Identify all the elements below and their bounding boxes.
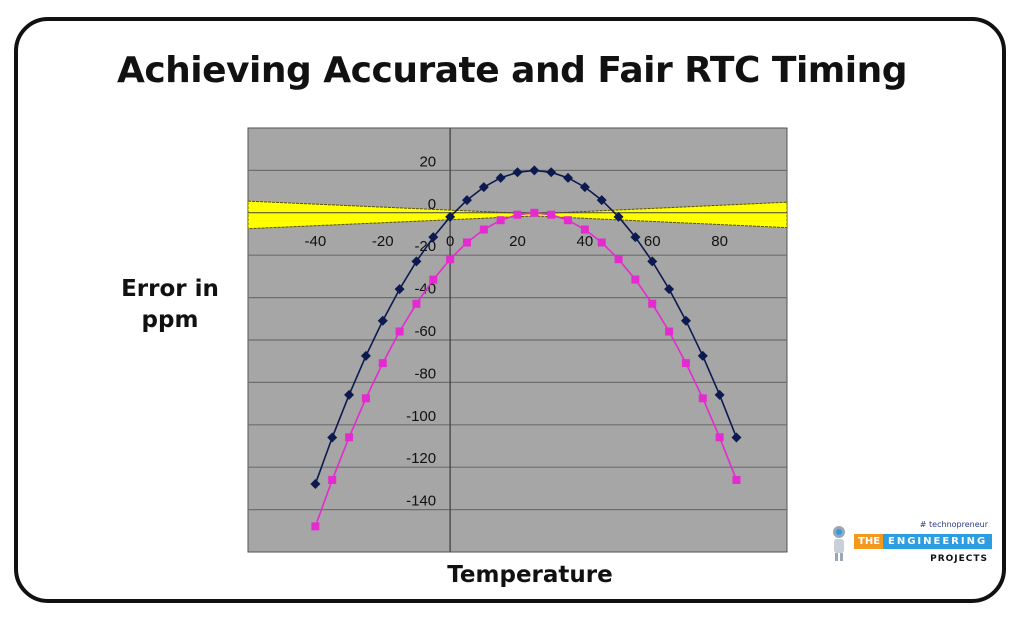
data-point-upper xyxy=(428,232,439,243)
logo-tag: # technopreneur xyxy=(919,520,988,529)
data-point-lower xyxy=(681,359,690,368)
data-point-upper xyxy=(478,182,489,193)
data-point-upper xyxy=(344,389,355,400)
y-tick-label: -100 xyxy=(406,408,436,425)
data-point-upper xyxy=(394,284,405,295)
data-point-lower xyxy=(564,216,573,225)
data-point-lower xyxy=(597,238,606,247)
x-tick-label: 40 xyxy=(577,233,594,250)
data-point-upper xyxy=(647,256,658,267)
logo-the: THE xyxy=(854,534,885,549)
data-point-lower xyxy=(462,238,471,247)
x-tick-label: -20 xyxy=(372,233,394,250)
data-point-lower xyxy=(665,327,674,336)
data-point-upper xyxy=(697,350,708,361)
x-tick-label: -40 xyxy=(305,233,327,250)
y-tick-label: -40 xyxy=(414,281,436,298)
data-point-upper xyxy=(546,167,557,178)
x-axis-label: Temperature xyxy=(447,562,613,588)
data-point-lower xyxy=(429,275,438,284)
data-point-upper xyxy=(461,195,472,206)
data-point-upper xyxy=(377,315,388,326)
x-tick-label: 80 xyxy=(711,233,728,250)
data-point-lower xyxy=(648,299,657,308)
data-point-lower xyxy=(732,475,741,484)
data-point-upper xyxy=(680,315,691,326)
y-tick-label: -140 xyxy=(406,493,436,510)
data-point-upper xyxy=(563,172,574,183)
y-tick-label: -80 xyxy=(414,365,436,382)
data-point-upper xyxy=(445,211,456,222)
data-point-lower xyxy=(395,327,404,336)
data-point-lower xyxy=(361,394,370,403)
y-tick-label: -20 xyxy=(414,238,436,255)
robot-icon xyxy=(833,526,845,561)
data-point-upper xyxy=(579,182,590,193)
data-point-lower xyxy=(513,210,522,219)
chart-title: Achieving Accurate and Fair RTC Timing xyxy=(116,50,908,91)
series-line-lower xyxy=(314,211,738,527)
data-point-upper xyxy=(360,350,371,361)
y-axis-label: Error in ppm xyxy=(121,276,219,333)
data-point-lower xyxy=(547,210,556,219)
data-point-lower xyxy=(345,433,354,442)
y-tick-label: 0 xyxy=(428,196,436,213)
y-tick-label: -60 xyxy=(414,323,436,340)
data-point-upper xyxy=(731,432,742,443)
data-point-lower xyxy=(530,208,539,217)
data-point-upper xyxy=(596,195,607,206)
data-point-upper xyxy=(495,172,506,183)
slide-frame xyxy=(14,17,1006,603)
data-point-upper xyxy=(714,389,725,400)
data-point-lower xyxy=(328,475,337,484)
data-point-lower xyxy=(698,394,707,403)
engineering-projects-logo: # technopreneur THE ENGINEERING PROJECTS xyxy=(826,520,996,570)
data-point-lower xyxy=(311,522,320,531)
data-point-lower xyxy=(446,255,455,264)
data-point-lower xyxy=(479,225,488,234)
x-tick-label: 0 xyxy=(446,233,454,250)
data-point-upper xyxy=(529,165,540,176)
data-point-upper xyxy=(613,211,624,222)
logo-engineering: ENGINEERING xyxy=(883,534,993,549)
data-point-lower xyxy=(580,225,589,234)
data-point-lower xyxy=(496,216,505,225)
data-point-lower xyxy=(614,255,623,264)
data-point-lower xyxy=(378,359,387,368)
data-point-lower xyxy=(715,433,724,442)
y-tick-label: 20 xyxy=(419,153,436,170)
data-point-upper xyxy=(411,256,422,267)
data-point-upper xyxy=(512,167,523,178)
data-point-upper xyxy=(630,232,641,243)
data-point-upper xyxy=(664,284,675,295)
data-point-upper xyxy=(327,432,338,443)
x-tick-label: 20 xyxy=(509,233,526,250)
data-point-lower xyxy=(412,299,421,308)
data-point-lower xyxy=(631,275,640,284)
data-point-upper xyxy=(310,478,321,489)
y-tick-label: -120 xyxy=(406,450,436,467)
x-tick-label: 60 xyxy=(644,233,661,250)
series-line-upper xyxy=(314,169,738,485)
logo-projects: PROJECTS xyxy=(930,554,988,564)
